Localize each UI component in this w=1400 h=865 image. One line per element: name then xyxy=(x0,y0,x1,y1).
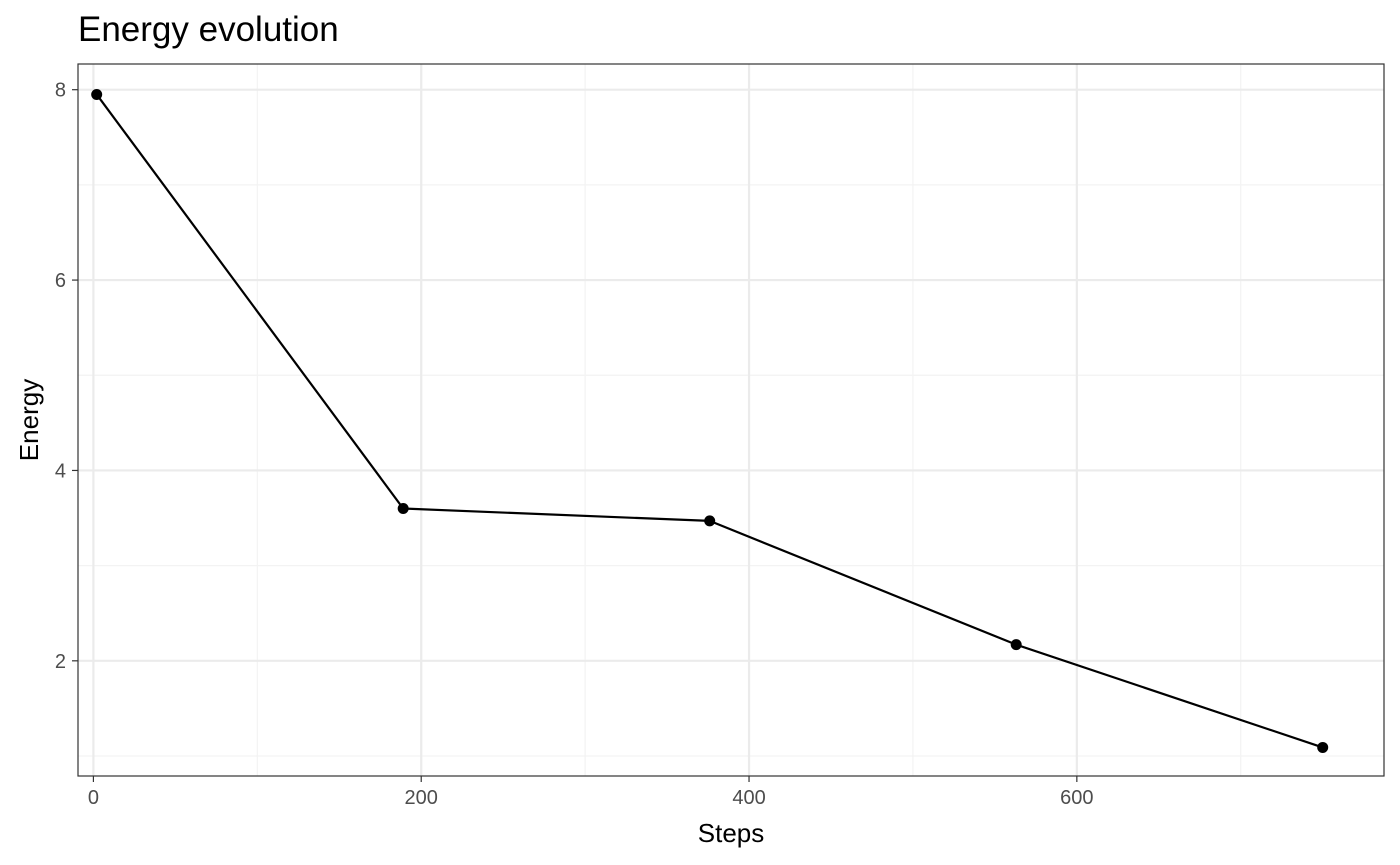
data-point xyxy=(1010,639,1022,651)
x-tick-label: 0 xyxy=(88,787,99,809)
data-point xyxy=(704,515,716,527)
y-tick-label: 8 xyxy=(55,80,66,102)
data-point xyxy=(91,88,103,100)
x-tick-label: 200 xyxy=(405,787,438,809)
x-axis: 0 200 400 600 xyxy=(88,776,1094,809)
y-tick-label: 2 xyxy=(55,651,66,673)
y-tick-label: 4 xyxy=(55,460,66,482)
y-axis: 2 4 6 8 xyxy=(55,80,78,673)
chart-title: Energy evolution xyxy=(78,10,339,49)
data-point xyxy=(397,503,409,515)
x-tick-label: 600 xyxy=(1060,787,1093,809)
plot-panel xyxy=(77,63,1385,777)
major-gridlines xyxy=(78,64,1384,776)
minor-gridlines xyxy=(78,64,1384,776)
series-layer xyxy=(91,88,1329,753)
data-point xyxy=(1317,741,1329,753)
y-axis-title: Energy xyxy=(14,379,44,461)
panel-border xyxy=(77,63,1385,777)
x-axis-title: Steps xyxy=(698,818,765,848)
x-tick-label: 400 xyxy=(732,787,765,809)
y-tick-label: 6 xyxy=(55,270,66,292)
